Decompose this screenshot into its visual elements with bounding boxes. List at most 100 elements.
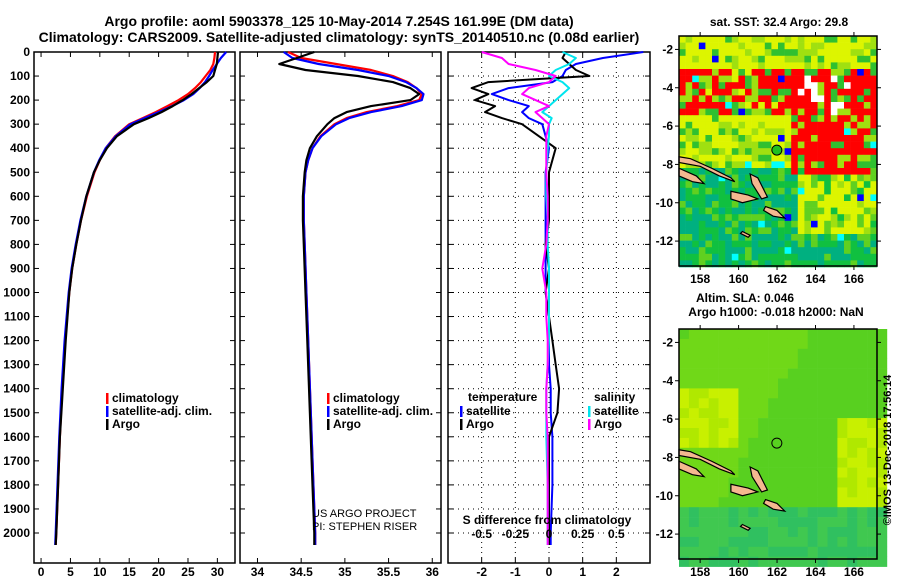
map-cell <box>824 88 832 96</box>
map-cell <box>837 95 845 103</box>
map-cell <box>688 517 700 528</box>
map-cell <box>850 115 858 123</box>
map-cell <box>857 168 865 175</box>
map-cell <box>725 141 733 149</box>
map-cell <box>797 207 805 215</box>
map-cell <box>837 181 845 189</box>
map-cell <box>778 220 785 228</box>
map-cell <box>708 447 719 458</box>
map-cell <box>837 207 845 215</box>
map-cell <box>771 227 779 235</box>
map-cell <box>764 95 772 103</box>
map-cell <box>791 141 799 149</box>
map-cell <box>692 36 700 43</box>
map-cell <box>807 556 818 567</box>
map-cell <box>817 62 825 70</box>
map-cell <box>758 115 766 123</box>
map-cell <box>731 141 739 149</box>
map-cell <box>844 181 851 189</box>
map-cell <box>778 82 785 90</box>
map-cell <box>830 88 838 96</box>
y-tick-label: 500 <box>10 165 30 179</box>
map-cell <box>718 253 726 261</box>
map-cell <box>837 447 848 458</box>
legend-label-t1: Argo <box>466 417 494 431</box>
map-cell <box>787 388 799 399</box>
map-cell <box>679 260 686 268</box>
map-cell <box>784 62 792 70</box>
map-cell <box>784 95 792 103</box>
map-cell <box>748 388 759 399</box>
map-cell <box>837 240 845 248</box>
map-cell <box>837 220 845 228</box>
map-cell <box>731 36 739 43</box>
map-cell <box>791 214 799 222</box>
map-cell <box>844 49 851 57</box>
map-cell <box>797 497 808 508</box>
map-cell <box>728 378 739 389</box>
x-tick-label: 25 <box>181 565 195 579</box>
map-cell <box>688 408 700 419</box>
map-cell <box>764 108 772 116</box>
map-cell <box>857 42 865 50</box>
map-cell <box>764 247 772 255</box>
map-cell <box>817 358 828 369</box>
map-cell <box>705 168 713 175</box>
map-cell <box>708 378 719 389</box>
legend-label-2: Argo <box>112 417 140 431</box>
map-cell <box>778 546 789 557</box>
map-cell <box>738 148 746 156</box>
map-cell <box>698 546 709 557</box>
map-cell <box>725 154 733 162</box>
map-cell <box>692 55 700 63</box>
map-cell <box>870 95 878 103</box>
map-cell <box>797 247 805 255</box>
map-cell <box>685 181 693 189</box>
map-cell <box>850 220 858 228</box>
map-cell <box>817 507 828 518</box>
map-cell <box>712 95 719 103</box>
map-cell <box>745 227 752 235</box>
map-cell <box>685 227 693 235</box>
map-cell <box>698 388 709 399</box>
map-cell <box>830 42 838 50</box>
map-cell <box>685 75 693 83</box>
map-cell <box>728 477 739 488</box>
map-cell <box>778 536 789 548</box>
map-cell <box>787 497 799 508</box>
map-cell <box>718 88 726 96</box>
map-cell <box>745 128 752 136</box>
x-tick-label: 0 <box>38 565 45 579</box>
map-cell <box>758 329 769 340</box>
map-cell <box>745 201 752 208</box>
map-cell <box>745 55 752 63</box>
map-cell <box>837 121 845 129</box>
map-cell <box>712 82 719 90</box>
map-cell <box>708 358 719 369</box>
map-cell <box>837 187 845 195</box>
map-cell <box>830 102 838 109</box>
map-cell <box>771 174 779 182</box>
map-cell <box>712 194 719 202</box>
map-cell <box>718 194 726 202</box>
map-cell <box>817 95 825 103</box>
map-cell <box>745 174 752 182</box>
map-cell <box>797 398 808 409</box>
title-line-1: Argo profile: aoml 5903378_125 10-May-20… <box>104 13 573 29</box>
salinity-panel: 3434.53535.536salinityclimatologysatelli… <box>239 50 442 580</box>
map-cell <box>758 62 766 70</box>
map-cell <box>844 201 851 208</box>
map-cell <box>824 148 832 156</box>
x-tick-label: 20 <box>152 565 166 579</box>
map-cell <box>725 148 733 156</box>
map-cell <box>837 128 845 136</box>
map-cell <box>830 260 838 268</box>
map-cell <box>738 388 749 399</box>
map-cell <box>797 378 808 389</box>
map-cell <box>817 497 828 508</box>
y-tick-label: -4 <box>662 374 673 388</box>
map-cell <box>807 398 818 409</box>
map-cell <box>797 69 805 76</box>
map-cell <box>758 82 766 90</box>
map-cell <box>807 338 818 350</box>
